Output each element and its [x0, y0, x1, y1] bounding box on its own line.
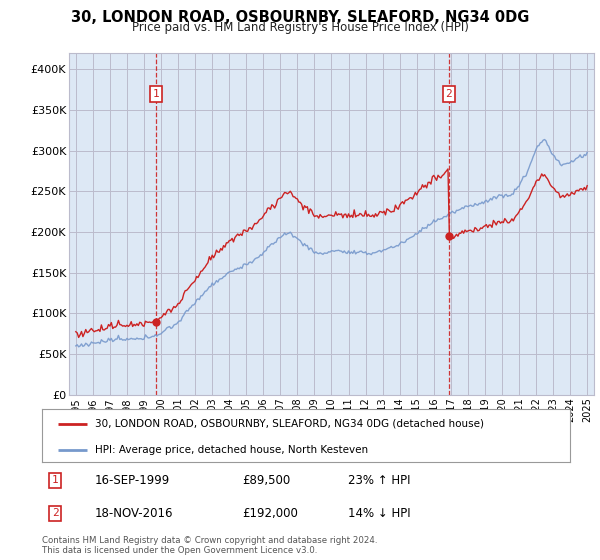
- Text: £89,500: £89,500: [242, 474, 291, 487]
- Text: Price paid vs. HM Land Registry's House Price Index (HPI): Price paid vs. HM Land Registry's House …: [131, 21, 469, 34]
- Text: 23% ↑ HPI: 23% ↑ HPI: [348, 474, 411, 487]
- Text: 2: 2: [52, 508, 59, 519]
- Text: 30, LONDON ROAD, OSBOURNBY, SLEAFORD, NG34 0DG (detached house): 30, LONDON ROAD, OSBOURNBY, SLEAFORD, NG…: [95, 419, 484, 429]
- Text: Contains HM Land Registry data © Crown copyright and database right 2024.
This d: Contains HM Land Registry data © Crown c…: [42, 536, 377, 556]
- Text: 14% ↓ HPI: 14% ↓ HPI: [348, 507, 411, 520]
- Text: 16-SEP-1999: 16-SEP-1999: [95, 474, 170, 487]
- Text: HPI: Average price, detached house, North Kesteven: HPI: Average price, detached house, Nort…: [95, 445, 368, 455]
- Text: 1: 1: [52, 475, 59, 486]
- Text: 30, LONDON ROAD, OSBOURNBY, SLEAFORD, NG34 0DG: 30, LONDON ROAD, OSBOURNBY, SLEAFORD, NG…: [71, 10, 529, 25]
- Text: 18-NOV-2016: 18-NOV-2016: [95, 507, 173, 520]
- Text: 2: 2: [445, 89, 452, 99]
- Text: 1: 1: [153, 89, 160, 99]
- Text: £192,000: £192,000: [242, 507, 299, 520]
